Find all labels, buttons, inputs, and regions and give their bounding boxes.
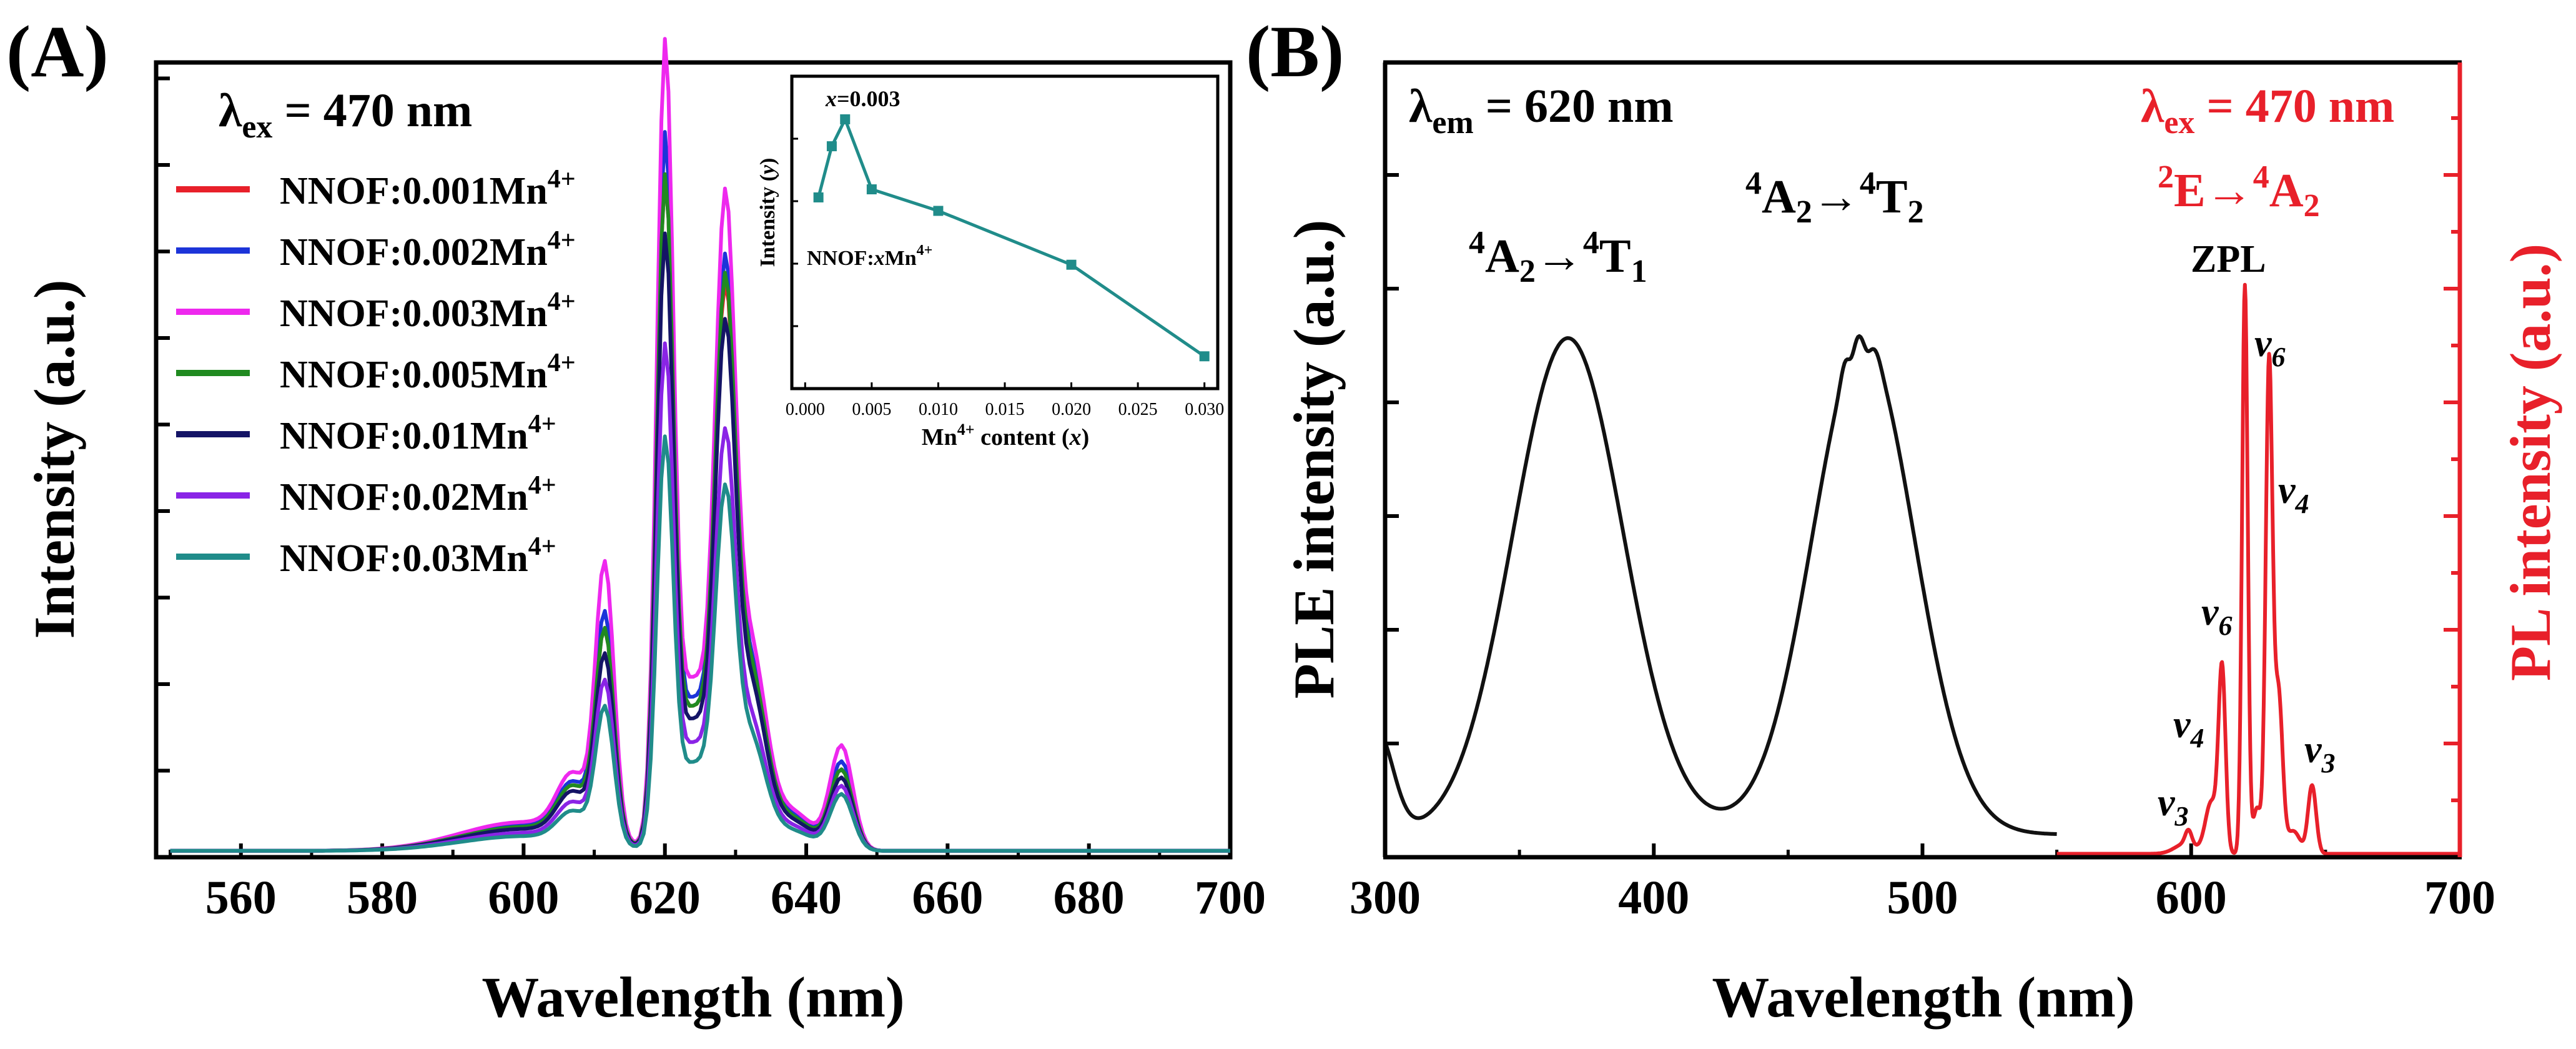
- panel-a-y-ticks: [156, 76, 170, 773]
- panel-b-spectra: [1383, 282, 2461, 856]
- peak-label-v6-upper: v6: [2254, 322, 2286, 372]
- inset-x-tick-label: 0.005: [852, 400, 891, 419]
- legend-label: NNOF:0.03Mn4+: [280, 532, 556, 580]
- panel-a-x-tick-label: 700: [1195, 872, 1266, 924]
- legend-label: NNOF:0.005Mn4+: [280, 349, 576, 396]
- panel-b-x-tick-label: 700: [2424, 872, 2495, 924]
- inset-x-axis-label: Mn4+ content (x): [922, 420, 1089, 450]
- panel-a-inset-chart: 0.000 0.005 0.010 0.015 0.020 0.025 0.030 x=0.…: [756, 70, 1224, 451]
- inset-point: [933, 206, 944, 216]
- panel-a-x-axis-label: Wavelength (nm): [481, 965, 904, 1029]
- panel-a-legend: NNOF:0.001Mn4+ NNOF:0.002Mn4+ NNOF:0.003Mn…: [176, 165, 576, 580]
- inset-point: [840, 114, 851, 124]
- inset-frame: [790, 74, 1220, 390]
- inset-y-axis-label: Intensity (y): [756, 158, 779, 267]
- panel-b-excitation-annotation: λex = 470 nm: [2141, 80, 2394, 141]
- panel-a-spectra: [170, 37, 1230, 853]
- transition-label-4a2-4t1: 4A2→4T1: [1469, 225, 1647, 289]
- panel-b-label: (B): [1246, 11, 1344, 92]
- panel-a-excitation-annotation: λex = 470 nm: [219, 84, 472, 145]
- legend-label: NNOF:0.02Mn4+: [280, 471, 556, 519]
- panel-a-y-axis-label: Intensity (a.u.): [22, 279, 86, 639]
- panel-a-x-tick-label: 620: [629, 872, 701, 924]
- panel-b-x-axis-label: Wavelength (nm): [1712, 965, 2134, 1029]
- panel-a-series-line: [170, 434, 1230, 853]
- peak-label-v6-lower: v6: [2201, 591, 2233, 641]
- panel-a-x-tick-label: 580: [347, 872, 418, 924]
- panel-a-x-tick-label: 660: [912, 872, 983, 924]
- panel-b-x-tick-label: 600: [2156, 872, 2227, 924]
- panel-b-y-ticks: [1385, 116, 2460, 802]
- panel-b: (B) 300 400 500 600 700 Wavelength (nm) PLE …: [1246, 11, 2562, 1029]
- inset-x-tick-label: 0.030: [1185, 400, 1224, 419]
- panel-b-right-y-axis-label: PL intensity (a.u.): [2499, 244, 2562, 681]
- inset-x-tick-label: 0.000: [786, 400, 825, 419]
- panel-b-x-tick-label: 300: [1350, 872, 1421, 924]
- panel-b-x-tick-label: 400: [1618, 872, 1689, 924]
- panel-a-x-tick-label: 600: [488, 872, 559, 924]
- inset-point: [826, 141, 837, 152]
- peak-label-v3-left: v3: [2158, 782, 2189, 832]
- legend-label: NNOF:0.002Mn4+: [280, 226, 576, 274]
- transition-label-4a2-4t2: 4A2→4T2: [1745, 166, 1924, 230]
- panel-a-label: (A): [6, 11, 109, 92]
- panel-a: (A) 560 580 600 620 640 660 680 700 Wavelength …: [6, 11, 1266, 1029]
- pl-spectrum-line: [2055, 282, 2461, 856]
- inset-peak-label: x=0.003: [825, 86, 901, 111]
- panel-a-x-tick-label: 640: [771, 872, 842, 924]
- inset-point: [1066, 259, 1077, 270]
- legend-label: NNOF:0.01Mn4+: [280, 410, 556, 457]
- inset-point: [813, 192, 824, 202]
- inset-x-tick-label: 0.015: [985, 400, 1025, 419]
- panel-b-emission-annotation: λem = 620 nm: [1409, 80, 1674, 141]
- panel-a-plot-frame: [154, 60, 1233, 860]
- panel-a-x-tick-label: 680: [1054, 872, 1125, 924]
- inset-point: [866, 184, 877, 195]
- inset-x-ticks: 0.000 0.005 0.010 0.015 0.020 0.025 0.030: [786, 137, 1224, 419]
- inset-x-tick-label: 0.025: [1118, 400, 1158, 419]
- panel-a-x-ticks: 560 580 600 620 640 660 680 700: [169, 843, 1266, 924]
- peak-label-v4-lower: v4: [2173, 703, 2204, 753]
- peak-label-v3-right: v3: [2304, 728, 2336, 778]
- panel-b-left-y-axis-label: PLE intensity (a.u.): [1282, 220, 1346, 699]
- inset-point: [1199, 351, 1210, 362]
- legend-label: NNOF:0.003Mn4+: [280, 287, 576, 335]
- inset-series: [813, 114, 1210, 362]
- legend-label: NNOF:0.001Mn4+: [280, 165, 576, 212]
- inset-sample-label: NNOF:xMn4+: [807, 242, 932, 270]
- inset-x-tick-label: 0.010: [919, 400, 958, 419]
- panel-b-x-ticks: 300 400 500 600 700: [1350, 843, 2495, 924]
- inset-x-tick-label: 0.020: [1052, 400, 1091, 419]
- transition-label-2e-4a2: 2E→4A2: [2158, 159, 2320, 224]
- ple-spectrum-line: [1383, 334, 2058, 836]
- peak-label-v4-upper: v4: [2278, 469, 2309, 519]
- peak-label-zpl: ZPL: [2191, 238, 2266, 281]
- panel-a-x-tick-label: 560: [205, 872, 277, 924]
- panel-b-x-tick-label: 500: [1887, 872, 1958, 924]
